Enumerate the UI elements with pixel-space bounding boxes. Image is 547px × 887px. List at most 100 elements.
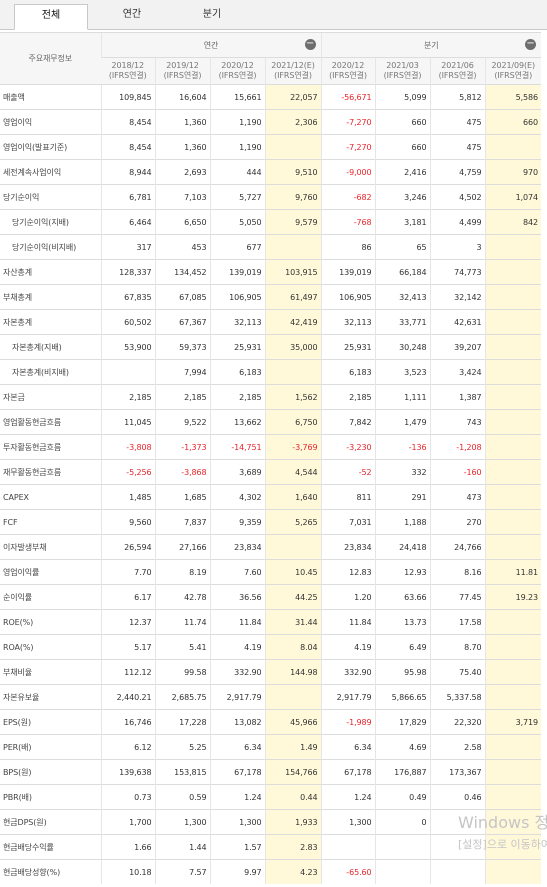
- table-cell: 7,842: [320, 409, 375, 435]
- table-row: BPS(원) 139,638 153,815 67,178 154,766 67,178 1…: [0, 759, 541, 785]
- row-label: 순이익률: [0, 584, 101, 610]
- table-cell: [264, 134, 321, 160]
- table-cell: 3,719: [484, 709, 541, 735]
- table-cell: 2,185: [209, 384, 265, 410]
- row-label: 재무활동현금흐름: [0, 459, 101, 485]
- table-cell: 9,359: [209, 509, 265, 535]
- table-cell: -65.60: [320, 859, 375, 884]
- table-cell: 2,693: [154, 159, 210, 185]
- period-header: 2021/09(E) (IFRS연결): [484, 57, 541, 85]
- period-basis: (IFRS연결): [218, 71, 257, 80]
- period-header: 2021/12(E) (IFRS연결): [264, 57, 321, 85]
- table-cell: 5,586: [484, 84, 541, 110]
- table-cell: 473: [429, 484, 485, 510]
- table-cell: 74,773: [429, 259, 485, 285]
- table-cell: 6.12: [100, 734, 155, 760]
- table-cell: [484, 609, 541, 635]
- table-cell: 8.70: [429, 634, 485, 660]
- table-cell: [484, 259, 541, 285]
- table-cell: 6,183: [209, 359, 265, 385]
- period-header: 2019/12 (IFRS연결): [154, 57, 210, 85]
- table-cell: 42.78: [154, 584, 210, 610]
- table-cell: [484, 784, 541, 810]
- table-cell: 22,320: [429, 709, 485, 735]
- table-cell: 153,815: [154, 759, 210, 785]
- quarter-group-label: 분기: [423, 40, 439, 50]
- table-cell: [484, 484, 541, 510]
- table-cell: 23,834: [320, 534, 375, 560]
- row-label: 투자활동현금흐름: [0, 434, 101, 460]
- table-cell: 5,337.58: [429, 684, 485, 710]
- row-label: 자산총계: [0, 259, 101, 285]
- table-corner-label: 주요재무정보: [0, 32, 101, 85]
- table-cell: 67,178: [209, 759, 265, 785]
- table-cell: 475: [429, 134, 485, 160]
- table-cell: -7,270: [320, 109, 375, 135]
- table-row: ROA(%) 5.17 5.41 4.19 8.04 4.19 6.49 8.70: [0, 634, 541, 660]
- table-cell: 7.70: [100, 559, 155, 585]
- table-cell: 25,931: [209, 334, 265, 360]
- table-cell: 6.34: [209, 734, 265, 760]
- table-cell: -3,769: [264, 434, 321, 460]
- table-cell: 2,917.79: [320, 684, 375, 710]
- table-cell: 6.49: [374, 634, 430, 660]
- table-cell: 1,685: [154, 484, 210, 510]
- table-cell: 30,248: [374, 334, 430, 360]
- table-row: 자본유보율 2,440.21 2,685.75 2,917.79 2,917.79 5,8…: [0, 684, 541, 710]
- table-cell: 10.18: [100, 859, 155, 884]
- table-cell: 75.40: [429, 659, 485, 685]
- table-cell: 134,452: [154, 259, 210, 285]
- table-cell: 9,560: [100, 509, 155, 535]
- row-label: 세전계속사업이익: [0, 159, 101, 185]
- table-cell: 17,829: [374, 709, 430, 735]
- table-cell: 86: [320, 234, 375, 260]
- table-cell: 13,662: [209, 409, 265, 435]
- table-cell: 660: [374, 134, 430, 160]
- table-cell: 5.17: [100, 634, 155, 660]
- period-header-row: 2018/12 (IFRS연결) 2019/12 (IFRS연결) 2020/12 (IF…: [0, 57, 541, 85]
- tab-annual[interactable]: 연간: [122, 9, 142, 20]
- table-cell: 1.66: [100, 834, 155, 860]
- table-cell: 8.19: [154, 559, 210, 585]
- table-cell: 67,085: [154, 284, 210, 310]
- table-cell: [484, 384, 541, 410]
- table-row: 당기순이익(지배) 6,464 6,650 5,050 9,579 -768 3,181 4,…: [0, 209, 541, 235]
- table-cell: 19.23: [484, 584, 541, 610]
- tab-all[interactable]: 전체: [14, 4, 88, 30]
- table-cell: 1,074: [484, 184, 541, 210]
- row-label: 자본금: [0, 384, 101, 410]
- table-cell: 103,915: [264, 259, 321, 285]
- tab-quarter[interactable]: 분기: [202, 9, 222, 20]
- table-cell: 12.83: [320, 559, 375, 585]
- table-cell: -682: [320, 184, 375, 210]
- table-cell: 16,746: [100, 709, 155, 735]
- table-cell: 0.46: [429, 784, 485, 810]
- table-cell: 453: [154, 234, 210, 260]
- table-cell: 17.58: [429, 609, 485, 635]
- table-row: 현금배당수익률 1.66 1.44 1.57 2.83: [0, 834, 541, 860]
- table-cell: [429, 834, 485, 860]
- table-cell: 7.60: [209, 559, 265, 585]
- table-cell: 11.81: [484, 559, 541, 585]
- table-cell: 0.73: [100, 784, 155, 810]
- period-basis: (IFRS연결): [438, 71, 477, 80]
- table-cell: 112.12: [100, 659, 155, 685]
- table-cell: 2,440.21: [100, 684, 155, 710]
- table-cell: 4.19: [320, 634, 375, 660]
- table-cell: 332.90: [320, 659, 375, 685]
- table-cell: 6,750: [264, 409, 321, 435]
- table-cell: [484, 734, 541, 760]
- table-cell: 1,640: [264, 484, 321, 510]
- period-date: 2021/03: [386, 61, 419, 70]
- period-basis: (IFRS연결): [494, 71, 533, 80]
- table-cell: 1.44: [154, 834, 210, 860]
- table-cell: 475: [429, 109, 485, 135]
- table-cell: 3,689: [209, 459, 265, 485]
- table-cell: [484, 309, 541, 335]
- table-cell: 1,933: [264, 809, 321, 835]
- table-cell: 67,367: [154, 309, 210, 335]
- annual-collapse-icon[interactable]: −: [304, 38, 316, 50]
- quarter-collapse-icon[interactable]: −: [525, 38, 536, 50]
- table-cell: 0.44: [264, 784, 321, 810]
- table-cell: 16,604: [154, 84, 210, 110]
